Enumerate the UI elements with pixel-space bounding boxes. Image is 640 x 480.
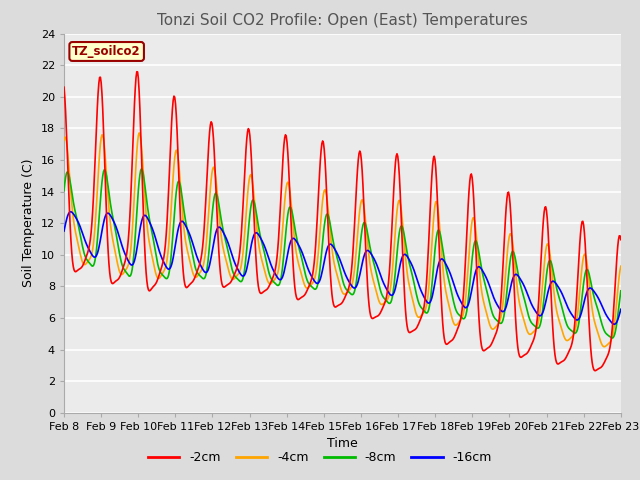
Legend: -2cm, -4cm, -8cm, -16cm: -2cm, -4cm, -8cm, -16cm bbox=[143, 446, 497, 469]
X-axis label: Time: Time bbox=[327, 437, 358, 450]
Title: Tonzi Soil CO2 Profile: Open (East) Temperatures: Tonzi Soil CO2 Profile: Open (East) Temp… bbox=[157, 13, 528, 28]
Y-axis label: Soil Temperature (C): Soil Temperature (C) bbox=[22, 159, 35, 288]
Text: TZ_soilco2: TZ_soilco2 bbox=[72, 45, 141, 58]
